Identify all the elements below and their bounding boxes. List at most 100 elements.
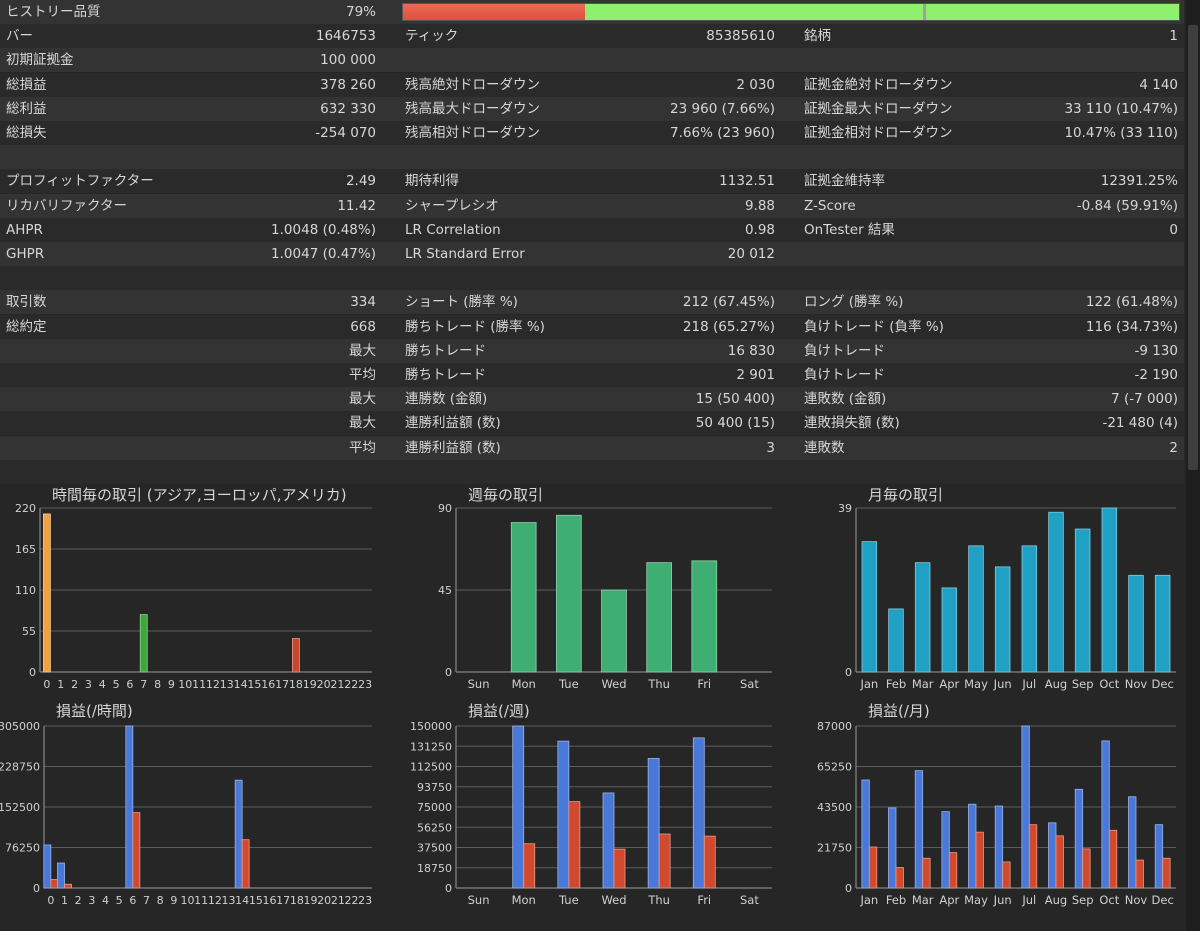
stats-row: バー 1646753 ティック 85385610 銘柄 1	[0, 24, 1184, 49]
chart-title: 週毎の取引	[468, 486, 544, 504]
stat-value: 3	[766, 439, 775, 456]
stat-value: 2 901	[736, 367, 775, 383]
x-tick-label: Mon	[512, 893, 536, 907]
x-tick-label: Jan	[859, 677, 878, 691]
stat-value: 1	[1169, 28, 1178, 45]
x-tick-label: 17	[276, 894, 290, 907]
bar	[613, 848, 626, 889]
x-tick-label: May	[964, 893, 988, 907]
quality-bar-bad-segment	[403, 4, 586, 20]
bar	[1082, 848, 1091, 889]
stat-label: 証拠金絶対ドローダウン	[804, 76, 953, 93]
bar	[691, 560, 718, 673]
stat-value: 100 000	[320, 52, 376, 69]
x-tick-label: Mar	[912, 677, 934, 691]
stat-value: 23 960 (7.66%)	[670, 100, 775, 117]
stat-value: 122 (61.48%)	[1085, 294, 1178, 311]
x-tick-label: Sun	[468, 677, 490, 691]
y-tick-label: 165	[15, 543, 36, 556]
stat-value: 9.88	[744, 197, 775, 214]
stat-value: -0.84 (59.91%)	[1076, 197, 1178, 214]
stat-value: 10.47% (33 110)	[1064, 125, 1178, 141]
stat-label: ショート (勝率 %)	[405, 294, 518, 311]
bar	[658, 833, 671, 889]
stat-label: 連勝数 (金額)	[405, 391, 488, 408]
chart-title: 損益(/時間)	[56, 702, 133, 720]
x-tick-label: 7	[143, 894, 150, 907]
y-tick-label: 112500	[410, 761, 452, 774]
chart-plot: 0 18750 37500 56250 75000 93750 112500 131250 15…	[410, 720, 772, 907]
scrollbar-thumb[interactable]	[1188, 25, 1198, 470]
x-tick-label: Fri	[697, 677, 711, 691]
x-tick-label: 16	[263, 894, 277, 907]
x-tick-label: 1	[57, 678, 64, 691]
x-tick-label: 16	[261, 678, 275, 691]
x-tick-label: Thu	[647, 677, 670, 691]
stat-value: 最大	[349, 391, 376, 408]
bar	[64, 883, 72, 889]
y-tick-label: 131250	[410, 740, 452, 753]
quality-value: 79%	[345, 4, 376, 20]
stat-value: 16 830	[727, 342, 775, 359]
bar	[941, 811, 950, 889]
x-tick-label: 23	[358, 678, 372, 691]
quality-bar	[402, 3, 1180, 21]
bar	[557, 740, 570, 889]
stat-value: 最大	[349, 342, 376, 359]
stat-label: リカバリファクター	[6, 197, 127, 214]
x-tick-label: 19	[303, 678, 317, 691]
x-tick-label: 21	[330, 678, 344, 691]
stat-label: 勝ちトレード (勝率 %)	[405, 318, 545, 335]
stats-row: 総損失 -254 070 残高相対ドローダウン 7.66% (23 960) 証拠金相対…	[0, 121, 1184, 145]
y-tick-label: 90	[438, 502, 452, 515]
stat-label: 勝ちトレード	[405, 367, 486, 383]
x-tick-label: Feb	[886, 893, 906, 907]
y-tick-label: 0	[445, 666, 452, 679]
stat-value: 33 110 (10.47%)	[1064, 100, 1178, 117]
stats-row: 総損益 378 260 残高絶対ドローダウン 2 030 証拠金絶対ドローダウン 4 14…	[0, 72, 1184, 97]
x-tick-label: Sep	[1072, 677, 1094, 691]
stat-label: OnTester 結果	[804, 221, 895, 238]
bar	[1101, 740, 1110, 889]
hourly-pnl-chart: 損益(/時間) 0 76250 152500 228750 305000 0 1 2 3 4 5 6 7 8…	[0, 700, 380, 915]
stat-value: 20 012	[727, 246, 775, 262]
stat-value: 11.42	[337, 197, 376, 214]
x-tick-label: Tue	[558, 677, 579, 691]
bar	[43, 844, 52, 889]
bar	[1021, 725, 1030, 889]
y-tick-label: 37500	[417, 842, 452, 855]
x-tick-label: 6	[126, 678, 133, 691]
stat-value: 668	[350, 318, 376, 335]
stat-value: 2	[1169, 439, 1178, 456]
x-tick-label: 15	[249, 894, 263, 907]
x-tick-label: Sat	[740, 677, 759, 691]
x-tick-label: 13	[222, 894, 236, 907]
y-tick-label: 75000	[417, 801, 452, 814]
x-tick-label: 5	[113, 678, 120, 691]
y-tick-label: 0	[29, 666, 36, 679]
x-tick-label: 0	[47, 894, 54, 907]
x-tick-label: 14	[234, 678, 248, 691]
bar	[994, 566, 1011, 673]
x-tick-label: 9	[168, 678, 175, 691]
chart-plot: 0 39 Jan Feb Mar Apr May Jun Jul Aug Sep Oct Nov Dec	[838, 502, 1176, 691]
bar	[234, 779, 243, 889]
stat-value: 334	[350, 294, 376, 311]
y-tick-label: 76250	[5, 842, 40, 855]
x-tick-label: Jul	[1021, 893, 1036, 907]
stat-value: 2 030	[736, 76, 775, 93]
bar	[975, 831, 984, 889]
stat-label: 負けトレード	[804, 342, 885, 359]
x-tick-label: 12	[206, 678, 220, 691]
stat-label: 証拠金相対ドローダウン	[804, 125, 953, 141]
stat-label: 総損失	[6, 125, 47, 141]
stat-value: 15 (50 400)	[695, 391, 775, 408]
x-tick-label: Apr	[939, 893, 959, 907]
stat-label: 総利益	[6, 100, 47, 117]
stat-label: 残高相対ドローダウン	[405, 125, 540, 141]
stats-row	[0, 145, 1184, 170]
vertical-scrollbar[interactable]	[1186, 0, 1200, 931]
x-tick-label: 13	[220, 678, 234, 691]
stat-value: 2.49	[345, 173, 376, 190]
stat-label: 証拠金最大ドローダウン	[804, 100, 953, 117]
